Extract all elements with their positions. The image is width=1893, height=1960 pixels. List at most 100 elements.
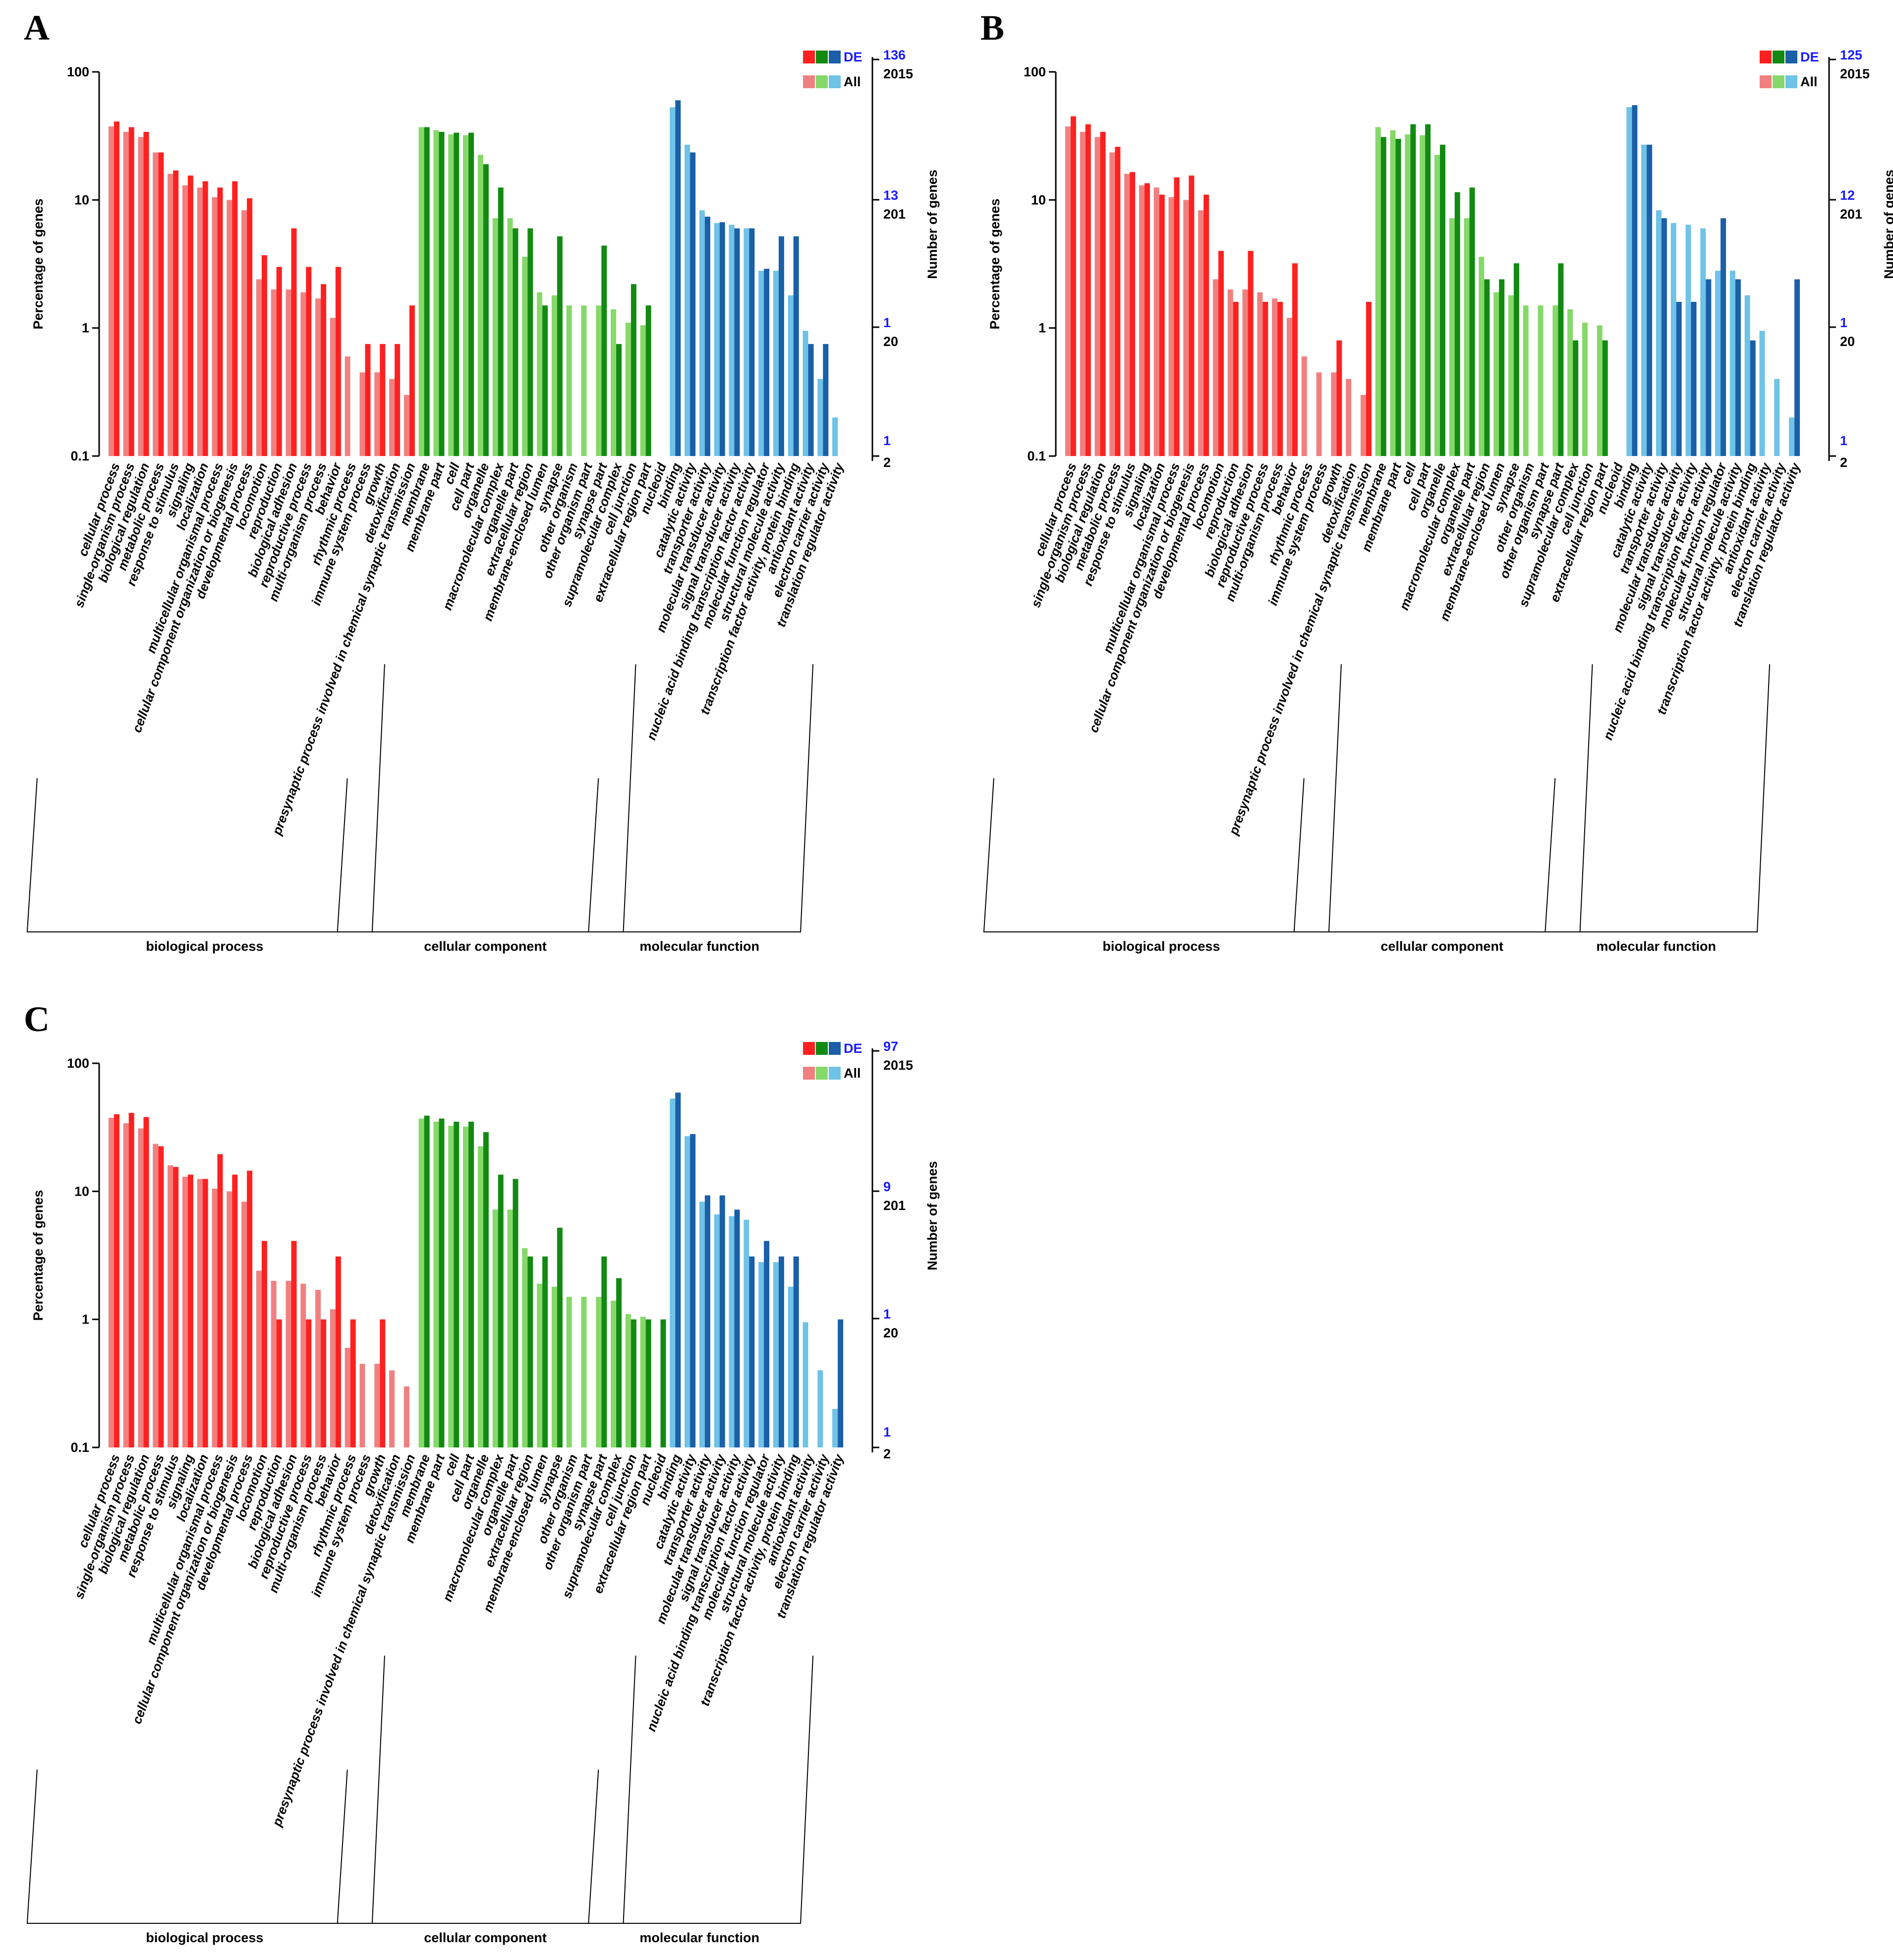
- bar-all-signal-transducer-activity: [729, 225, 735, 456]
- bar-all-presynaptic-process-involved-in-chemical-synaptic-transmission: [403, 1386, 409, 1447]
- bar-de-molecular-transducer-activity: [719, 222, 725, 456]
- bar-all-cell-junction: [625, 1314, 631, 1447]
- bracket-biological-process: [983, 664, 1342, 932]
- legend-swatch-all: [816, 75, 828, 88]
- bar-all-translation-regulator-activity: [1789, 417, 1795, 456]
- bar-de-synapse-part: [601, 245, 607, 456]
- bar-de-presynaptic-process-involved-in-chemical-synaptic-transmission: [1366, 301, 1372, 456]
- bar-all-molecular-transducer-activity: [714, 223, 720, 456]
- bar-all-translation-regulator-activity: [832, 1409, 838, 1447]
- bracket-biological-process: [26, 664, 385, 932]
- bar-all-rhythmic-process: [344, 356, 350, 456]
- bar-all-localization: [197, 187, 203, 457]
- bar-de-transcription-factor-activity-protein-binding: [793, 1256, 799, 1447]
- bar-all-developmental-process: [241, 210, 247, 456]
- bar-all-extracellular-region: [522, 1248, 528, 1447]
- bar-all-multi-organism-process: [1272, 298, 1278, 456]
- legend-swatch-de: [816, 1042, 828, 1055]
- bar-all-detoxification: [1346, 379, 1352, 456]
- bar-de-organelle-part: [513, 228, 518, 456]
- bar-de-signal-transducer-activity: [734, 228, 740, 456]
- y-tick-label: 100: [67, 1056, 89, 1071]
- bar-all-signal-transducer-activity: [1685, 225, 1691, 456]
- bar-de-catalytic-activity: [690, 1134, 696, 1447]
- bar-all-nucleic-acid-binding-transcription-factor-activity: [744, 228, 749, 456]
- bar-all-synapse-part: [596, 1297, 602, 1447]
- bar-all-catalytic-activity: [685, 144, 690, 456]
- bar-all-molecular-transducer-activity: [1670, 223, 1676, 456]
- bar-de-localization: [1159, 194, 1165, 456]
- bar-all-multi-organism-process: [315, 1290, 321, 1447]
- bar-all-cellular-process: [1065, 126, 1071, 456]
- bar-all-signal-transducer-activity: [729, 1216, 735, 1447]
- bar-de-behavior: [335, 267, 341, 456]
- bar-all-immune-system-process: [1316, 372, 1322, 456]
- bar-de-supramolecular-complex: [616, 1278, 622, 1447]
- y-tick-label: 0.1: [70, 1440, 89, 1455]
- bar-de-cell: [1410, 124, 1416, 456]
- bar-all-translation-regulator-activity: [832, 417, 838, 456]
- bar-all-binding: [670, 1098, 676, 1447]
- bar-all-single-organism-process: [123, 132, 129, 456]
- bar-de-extracellular-region: [527, 1256, 533, 1447]
- bar-all-growth: [1331, 372, 1337, 456]
- bar-all-organelle: [477, 155, 483, 456]
- group-brackets: biological process cellular component mole…: [26, 664, 814, 954]
- y-tick-label: 10: [74, 1184, 89, 1199]
- y-axis-right-title: Number of genes: [925, 1161, 940, 1270]
- right-tick-all: 2: [1840, 455, 1847, 470]
- bar-de-locomotion: [261, 1241, 267, 1447]
- group-label-molecular-function: molecular function: [639, 939, 759, 954]
- bar-all-cell-part: [463, 135, 469, 456]
- bar-all-cellular-component-organization-or-biogenesis: [227, 1191, 232, 1447]
- bar-all-behavior: [1286, 318, 1292, 456]
- bar-all-biological-regulation: [138, 1128, 144, 1447]
- bar-all-synapse: [1508, 295, 1514, 456]
- bar-all-reproductive-process: [1257, 292, 1263, 456]
- bar-de-single-organism-process: [128, 127, 134, 457]
- bar-de-cell-part: [468, 1121, 474, 1447]
- bar-de-cellular-component-organization-or-biogenesis: [232, 181, 238, 456]
- right-tick-de: 125: [1840, 48, 1862, 62]
- y-tick-label: 10: [74, 192, 89, 207]
- bar-all-cellular-process: [108, 1118, 114, 1447]
- group-label-cellular-component: cellular component: [424, 939, 547, 954]
- right-tick-de: 1: [1840, 315, 1847, 330]
- bar-de-membrane-enclosed-lumen: [1499, 279, 1505, 456]
- right-tick-de: 1: [883, 1425, 891, 1440]
- right-tick-all: 2015: [883, 1058, 913, 1073]
- group-label-molecular-function: molecular function: [639, 1930, 759, 1945]
- y-tick-label: 100: [1024, 64, 1046, 79]
- bar-de-cell-junction: [631, 1319, 636, 1447]
- bar-all-macromolecular-complex: [492, 1210, 498, 1447]
- y-axis-right-title: Number of genes: [925, 170, 940, 279]
- bar-all-synapse: [551, 1286, 557, 1447]
- right-tick-all: 20: [1840, 334, 1855, 349]
- legend-swatch-de: [1773, 51, 1784, 63]
- legend: DE All: [803, 1041, 862, 1081]
- bar-all-extracellular-region: [1479, 256, 1485, 456]
- bar-de-multi-organism-process: [321, 1319, 327, 1447]
- bar-de-transcription-factor-activity-protein-binding: [1750, 340, 1756, 456]
- legend-label-all: All: [844, 1066, 861, 1081]
- bar-de-molecular-function-regulator: [764, 269, 770, 456]
- bar-all-presynaptic-process-involved-in-chemical-synaptic-transmission: [1360, 395, 1366, 456]
- bar-all-organelle-part: [1464, 218, 1470, 456]
- bar-all-response-to-stimulus: [1124, 173, 1130, 457]
- bar-all-transporter-activity: [699, 210, 705, 456]
- bar-all-membrane-part: [1390, 130, 1396, 456]
- bar-all-response-to-stimulus: [168, 1165, 173, 1447]
- bar-de-membrane: [424, 1115, 430, 1447]
- bar-all-supramolecular-complex: [611, 309, 617, 456]
- bar-de-transporter-activity: [704, 1195, 710, 1447]
- bar-all-cell: [448, 134, 454, 456]
- bar-all-synapse-part: [1552, 305, 1558, 456]
- bar-all-synapse-part: [596, 305, 602, 456]
- bar-de-organelle: [483, 1132, 489, 1447]
- bar-de-catalytic-activity: [690, 152, 696, 456]
- bar-all-synapse: [551, 295, 557, 456]
- bar-all-organelle-part: [507, 218, 513, 456]
- group-label-cellular-component: cellular component: [1380, 939, 1503, 954]
- bar-de-cellular-component-organization-or-biogenesis: [1189, 175, 1195, 456]
- bar-all-organelle-part: [507, 1210, 513, 1447]
